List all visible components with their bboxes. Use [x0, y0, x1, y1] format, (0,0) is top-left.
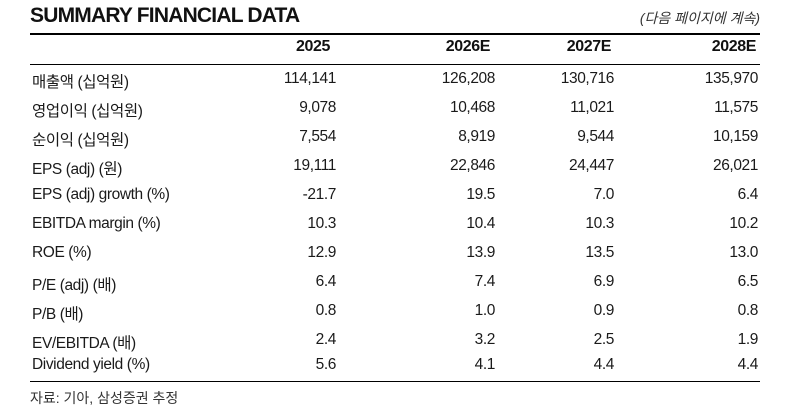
row-label: P/E (adj) (배)	[32, 277, 116, 294]
row-label: EBITDA margin (%)	[32, 215, 161, 232]
table-cell: 0.8	[737, 302, 759, 319]
header: SUMMARY FINANCIAL DATA (다음 페이지에 계속)	[30, 2, 760, 32]
table-cell: 10.2	[729, 215, 758, 232]
table-cell: 2.4	[315, 331, 337, 348]
table-bottom-rule	[30, 381, 760, 382]
table-cell: 0.9	[593, 302, 615, 319]
table-cell: 24,447	[568, 157, 614, 174]
table-cell: 13.5	[585, 244, 614, 261]
source-note: 자료: 기아, 삼성증권 추정	[30, 390, 179, 406]
table-cell: 9,544	[577, 128, 614, 145]
table-cell: 10.3	[585, 215, 614, 232]
table-row: EPS (adj) growth (%) -21.7 19.5 7.0 6.4	[30, 182, 760, 211]
table-row: EBITDA margin (%) 10.3 10.4 10.3 10.2	[30, 211, 760, 240]
table-row: 순이익 (십억원) 7,554 8,919 9,544 10,159	[30, 124, 760, 153]
table-cell: 1.9	[737, 331, 759, 348]
table-row: Dividend yield (%) 5.6 4.1 4.4 4.4	[30, 352, 760, 381]
column-header-2025: 2025	[296, 38, 330, 55]
table-cell: 10,468	[449, 99, 495, 116]
table-cell: 135,970	[704, 70, 759, 87]
table-row: ROE (%) 12.9 13.9 13.5 13.0	[30, 240, 760, 269]
table-cell: 19.5	[466, 186, 495, 203]
table-cell: 6.4	[737, 186, 759, 203]
table-row: P/B (배) 0.8 1.0 0.9 0.8	[30, 298, 760, 327]
table-cell: 0.8	[315, 302, 337, 319]
column-header-2028e: 2028E	[711, 38, 757, 55]
table-cell: 4.1	[474, 356, 496, 373]
row-label: 순이익 (십억원)	[32, 132, 129, 149]
table-row: P/E (adj) (배) 6.4 7.4 6.9 6.5	[30, 269, 760, 298]
table-cell: 6.4	[315, 273, 337, 290]
table-cell: 8,919	[458, 128, 495, 145]
row-label: 매출액 (십억원)	[32, 74, 129, 91]
table-cell: 7.4	[474, 273, 496, 290]
table-cell: 130,716	[560, 70, 615, 87]
table-cell: 7.0	[593, 186, 615, 203]
table-cell: 3.2	[474, 331, 496, 348]
table-cell: 5.6	[315, 356, 337, 373]
table-cell: 13.9	[466, 244, 495, 261]
table-cell: 10.4	[466, 215, 495, 232]
row-label: Dividend yield (%)	[32, 356, 150, 373]
table-cell: 1.0	[474, 302, 496, 319]
table-cell: 126,208	[441, 70, 496, 87]
table-cell: 12.9	[307, 244, 336, 261]
table-cell: 6.5	[737, 273, 759, 290]
table-cell: 22,846	[449, 157, 495, 174]
table-cell: 19,111	[293, 157, 336, 174]
column-header-2027e: 2027E	[566, 38, 612, 55]
table-cell: 7,554	[299, 128, 336, 145]
row-label: 영업이익 (십억원)	[32, 103, 143, 120]
table-cell: 11,575	[714, 99, 758, 116]
row-label: ROE (%)	[32, 244, 92, 261]
table-cell: 2.5	[593, 331, 615, 348]
table-cell: 26,021	[712, 157, 758, 174]
row-label: EPS (adj) (원)	[32, 161, 123, 178]
row-label: EPS (adj) growth (%)	[32, 186, 170, 203]
table-cell: 4.4	[737, 356, 759, 373]
table-row: EPS (adj) (원) 19,111 22,846 24,447 26,02…	[30, 153, 760, 182]
table-cell: 4.4	[593, 356, 615, 373]
table-cell: 13.0	[729, 244, 758, 261]
table-cell: 10.3	[307, 215, 336, 232]
table-cell: 11,021	[570, 99, 614, 116]
table-cell: 6.9	[593, 273, 615, 290]
table-cell: 9,078	[299, 99, 336, 116]
table-row: 매출액 (십억원) 114,141 126,208 130,716 135,97…	[30, 66, 760, 95]
table-cell: 114,141	[283, 70, 336, 87]
table-header-rule	[30, 64, 760, 65]
row-label: P/B (배)	[32, 306, 84, 323]
continued-note: (다음 페이지에 계속)	[639, 10, 760, 26]
table-row: EV/EBITDA (배) 2.4 3.2 2.5 1.9	[30, 327, 760, 356]
table-cell: -21.7	[302, 186, 337, 203]
page-title: SUMMARY FINANCIAL DATA	[30, 4, 300, 27]
table-top-rule	[30, 33, 760, 35]
table-cell: 10,159	[712, 128, 758, 145]
column-header-2026e: 2026E	[445, 38, 491, 55]
row-label: EV/EBITDA (배)	[32, 335, 136, 352]
table-row: 영업이익 (십억원) 9,078 10,468 11,021 11,575	[30, 95, 760, 124]
